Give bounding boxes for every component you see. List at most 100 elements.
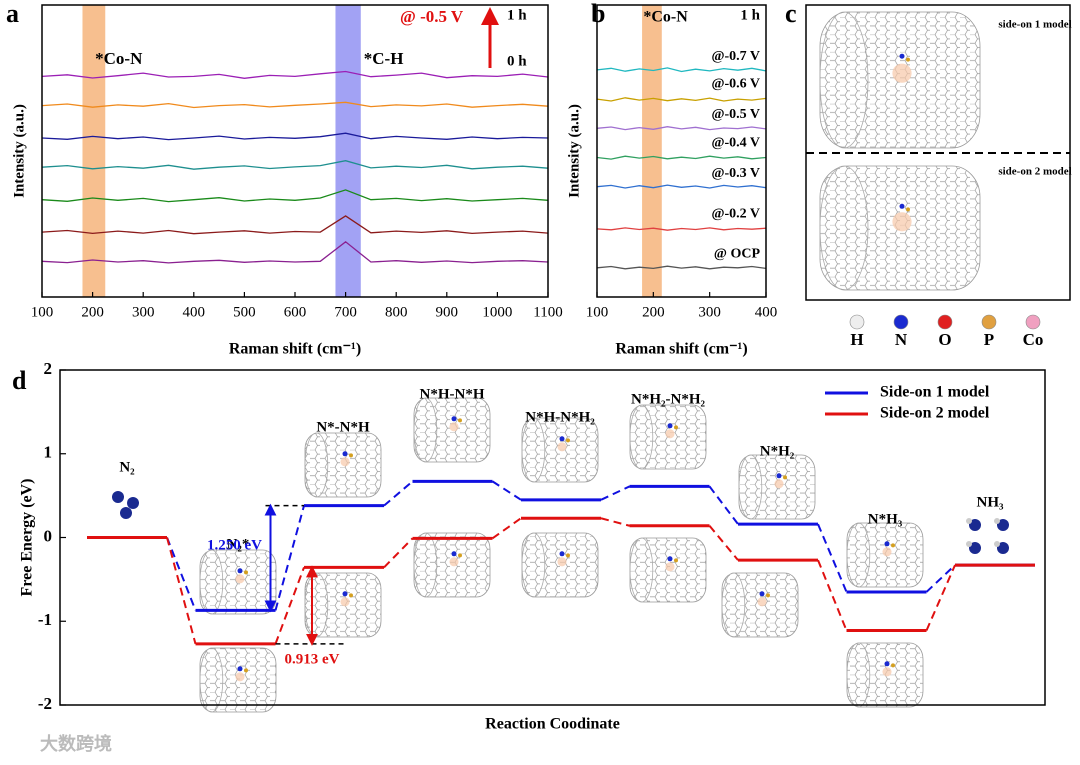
atom-swatch	[849, 314, 865, 330]
x-tick-label: 300	[698, 304, 721, 320]
molecule	[892, 63, 912, 83]
connector	[925, 564, 956, 593]
connector	[600, 517, 630, 527]
atom	[342, 591, 348, 597]
atom	[451, 551, 457, 557]
nanotube-end	[413, 397, 438, 463]
atom	[349, 593, 353, 598]
molecule	[449, 422, 459, 432]
atom	[966, 541, 972, 547]
molecule	[112, 491, 124, 503]
molecule	[557, 557, 567, 567]
spectrum	[596, 67, 767, 73]
atom	[674, 425, 678, 430]
state-label: N₂	[119, 459, 135, 475]
molecule	[340, 457, 350, 467]
x-tick-label: 900	[436, 304, 459, 320]
molecule	[235, 672, 245, 682]
atom	[458, 418, 462, 423]
molecule	[882, 547, 892, 557]
spectrum	[41, 215, 549, 235]
atom-swatch	[937, 314, 953, 330]
nanotube-end	[199, 549, 224, 615]
atom	[667, 423, 673, 429]
gap-label: 1.250 eV	[207, 537, 262, 553]
connector	[383, 480, 414, 507]
atom	[674, 558, 678, 563]
nanotube-end	[846, 642, 871, 708]
root: 100 200 300 400 500 600 700 800 900 1000 1100Raman…	[6, 0, 1072, 755]
nanotube-end	[819, 11, 869, 149]
spectrum	[596, 155, 767, 160]
atom-swatch	[981, 314, 997, 330]
nanotube-end	[413, 532, 438, 598]
atom	[566, 553, 570, 558]
x-axis-label: Raman shift (cm⁻¹)	[615, 341, 747, 358]
nanotube-end	[721, 572, 746, 638]
molecule	[340, 597, 350, 607]
annotation: 1 h	[740, 7, 760, 23]
x-tick-label: 100	[31, 304, 54, 320]
atom-label: Co	[1023, 330, 1044, 349]
molecule	[997, 542, 1009, 554]
y-tick-label: -1	[38, 610, 52, 629]
atom	[906, 207, 910, 212]
x-tick-label: 1000	[482, 304, 512, 320]
x-tick-label: 300	[132, 304, 155, 320]
molecule	[969, 542, 981, 554]
x-tick-label: 400	[183, 304, 206, 320]
nanotube-end	[846, 522, 871, 588]
molecule	[127, 497, 139, 509]
molecule	[235, 574, 245, 584]
atom	[237, 666, 243, 672]
nanotube-end	[521, 417, 546, 483]
atom	[244, 668, 248, 673]
panel-label: d	[12, 366, 27, 395]
x-tick-label: 1100	[533, 304, 562, 320]
atom-label: P	[984, 330, 994, 349]
spectrum	[41, 240, 549, 264]
atom	[559, 436, 565, 442]
y-tick-label: 0	[44, 526, 53, 545]
spectrum	[41, 132, 549, 141]
molecule	[120, 507, 132, 519]
state-label: N*H-N*H	[420, 386, 485, 402]
series-label: @-0.2 V	[711, 206, 760, 221]
x-tick-label: 600	[284, 304, 307, 320]
connector	[166, 537, 197, 645]
spectrum	[596, 184, 767, 189]
molecule	[665, 562, 675, 572]
x-tick-label: 800	[385, 304, 408, 320]
nanotube-end	[738, 454, 763, 520]
gap-label: 0.913 eV	[285, 651, 340, 667]
molecule	[997, 519, 1009, 531]
state-label: N*-N*H	[316, 419, 370, 435]
atom	[783, 475, 787, 480]
spectrum	[41, 70, 549, 79]
connector	[166, 537, 197, 611]
connector	[491, 480, 522, 501]
nanotube-end	[304, 432, 329, 498]
annotation: 0 h	[507, 53, 527, 69]
y-tick-label: 1	[44, 443, 53, 462]
annotation: 1 h	[507, 7, 527, 23]
atom	[994, 541, 1000, 547]
nanotube-end	[819, 165, 869, 291]
atom	[559, 551, 565, 557]
panel-label: c	[785, 0, 797, 28]
atom-swatch	[893, 314, 909, 330]
molecule	[557, 442, 567, 452]
atom-label: H	[850, 330, 863, 349]
band-label: *Co-N	[95, 49, 143, 68]
molecule	[882, 667, 892, 677]
atom-label: O	[938, 330, 951, 349]
x-tick-label: 200	[642, 304, 665, 320]
atom	[884, 661, 890, 667]
spectrum	[596, 126, 767, 131]
panel-label: a	[6, 0, 19, 28]
spectrum	[41, 189, 549, 203]
atom	[451, 416, 457, 422]
connector	[925, 564, 956, 631]
legend-label: Side-on 1 model	[880, 384, 990, 401]
